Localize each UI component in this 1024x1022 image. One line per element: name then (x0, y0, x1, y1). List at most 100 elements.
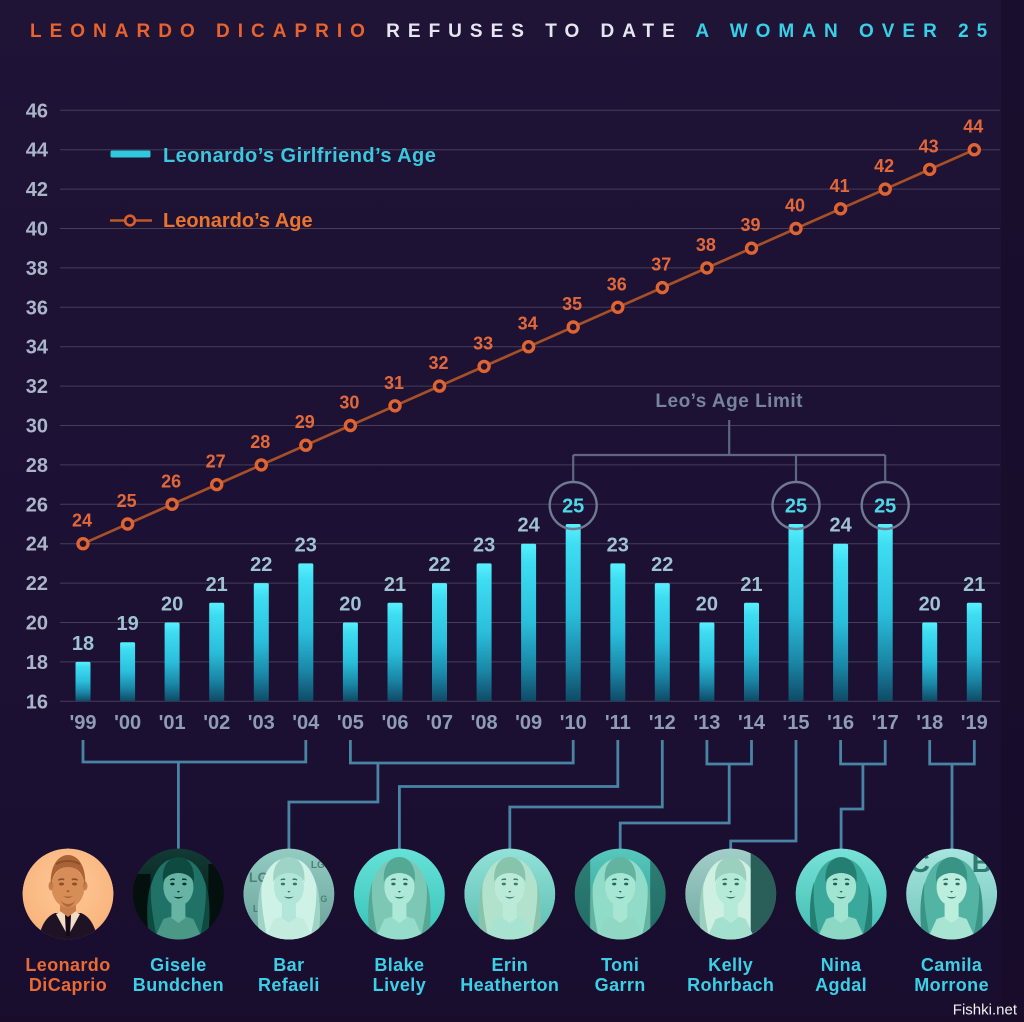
svg-text:23: 23 (607, 534, 629, 556)
svg-text:46: 46 (26, 100, 48, 122)
svg-text:35: 35 (562, 294, 582, 314)
svg-text:21: 21 (740, 574, 762, 596)
svg-text:40: 40 (785, 196, 805, 216)
svg-text:16: 16 (26, 691, 48, 713)
svg-text:'15: '15 (782, 712, 809, 734)
svg-text:22: 22 (428, 554, 450, 576)
svg-text:23: 23 (473, 534, 495, 556)
svg-text:29: 29 (295, 412, 315, 432)
svg-text:36: 36 (607, 274, 627, 294)
svg-text:34: 34 (518, 314, 538, 334)
svg-text:20: 20 (26, 613, 48, 635)
svg-text:22: 22 (250, 554, 272, 576)
svg-text:Blake: Blake (374, 955, 424, 975)
svg-text:Bundchen: Bundchen (133, 975, 224, 995)
svg-text:Toni: Toni (601, 955, 639, 975)
svg-text:22: 22 (26, 573, 48, 595)
svg-text:18: 18 (26, 652, 48, 674)
svg-text:Leo’s Age Limit: Leo’s Age Limit (655, 391, 803, 412)
svg-text:'08: '08 (471, 712, 498, 734)
svg-text:25: 25 (785, 496, 807, 518)
svg-text:'09: '09 (515, 712, 542, 734)
svg-text:26: 26 (161, 471, 181, 491)
svg-text:Leonardo: Leonardo (25, 955, 110, 975)
svg-text:21: 21 (206, 574, 228, 596)
svg-text:40: 40 (26, 219, 48, 241)
svg-text:Morrone: Morrone (914, 975, 989, 995)
svg-text:Rohrbach: Rohrbach (687, 975, 774, 995)
svg-text:'11: '11 (605, 712, 631, 734)
svg-text:19: 19 (116, 613, 138, 635)
svg-text:'18: '18 (916, 712, 943, 734)
svg-text:Kelly: Kelly (708, 955, 753, 975)
svg-text:Fishki.net: Fishki.net (953, 1002, 1018, 1019)
svg-text:34: 34 (26, 337, 49, 359)
svg-text:32: 32 (26, 376, 48, 398)
svg-text:Erin: Erin (491, 955, 528, 975)
svg-text:DiCaprio: DiCaprio (29, 975, 107, 995)
svg-text:'19: '19 (961, 712, 988, 734)
svg-text:'99: '99 (69, 712, 96, 734)
svg-text:39: 39 (740, 215, 760, 235)
svg-text:20: 20 (161, 594, 183, 616)
svg-text:23: 23 (295, 534, 317, 556)
svg-text:38: 38 (26, 258, 48, 280)
svg-text:24: 24 (829, 515, 852, 537)
svg-text:LG: LG (311, 860, 325, 871)
svg-text:43: 43 (919, 136, 939, 156)
svg-text:Nina: Nina (821, 955, 862, 975)
svg-text:'16: '16 (827, 712, 854, 734)
svg-text:44: 44 (26, 140, 49, 162)
svg-text:'13: '13 (693, 712, 720, 734)
svg-text:33: 33 (473, 333, 493, 353)
svg-text:28: 28 (250, 432, 270, 452)
svg-text:Gisele: Gisele (150, 955, 206, 975)
svg-text:B: B (972, 847, 992, 878)
svg-text:20: 20 (919, 594, 941, 616)
svg-text:30: 30 (339, 393, 359, 413)
svg-text:25: 25 (874, 496, 896, 518)
svg-text:31: 31 (384, 373, 404, 393)
svg-text:'02: '02 (203, 712, 230, 734)
svg-text:'17: '17 (872, 712, 899, 734)
svg-text:'06: '06 (381, 712, 408, 734)
svg-text:'01: '01 (159, 712, 186, 734)
svg-text:24: 24 (517, 515, 540, 537)
svg-text:Refaeli: Refaeli (258, 975, 320, 995)
svg-text:30: 30 (26, 416, 48, 438)
svg-text:Leonardo’s Girlfriend’s Age: Leonardo’s Girlfriend’s Age (163, 145, 436, 167)
svg-text:'12: '12 (649, 712, 676, 734)
svg-text:'10: '10 (560, 712, 587, 734)
svg-text:36: 36 (26, 297, 48, 319)
svg-text:LG: LG (315, 894, 328, 904)
svg-text:21: 21 (963, 574, 985, 596)
svg-text:24: 24 (72, 511, 92, 531)
svg-text:'07: '07 (426, 712, 453, 734)
svg-text:C: C (910, 847, 930, 878)
svg-text:38: 38 (696, 235, 716, 255)
svg-text:'00: '00 (114, 712, 141, 734)
svg-text:24: 24 (26, 534, 49, 556)
svg-text:44: 44 (963, 117, 983, 137)
svg-text:28: 28 (26, 455, 48, 477)
svg-text:Camila: Camila (921, 955, 983, 975)
svg-text:'05: '05 (337, 712, 364, 734)
svg-text:32: 32 (428, 353, 448, 373)
svg-text:42: 42 (26, 179, 48, 201)
svg-text:26: 26 (26, 494, 48, 516)
svg-text:Heatherton: Heatherton (460, 975, 559, 995)
svg-text:Lively: Lively (373, 975, 426, 995)
svg-text:41: 41 (830, 176, 850, 196)
svg-text:'03: '03 (248, 712, 275, 734)
svg-text:20: 20 (696, 594, 718, 616)
svg-text:21: 21 (384, 574, 406, 596)
svg-text:Bar: Bar (273, 955, 304, 975)
svg-text:22: 22 (651, 554, 673, 576)
svg-text:18: 18 (72, 633, 94, 655)
svg-text:Leonardo’s Age: Leonardo’s Age (163, 210, 313, 232)
svg-text:20: 20 (339, 594, 361, 616)
svg-text:25: 25 (562, 496, 584, 518)
svg-text:'14: '14 (738, 712, 766, 734)
svg-text:42: 42 (874, 156, 894, 176)
svg-text:'04: '04 (292, 712, 320, 734)
